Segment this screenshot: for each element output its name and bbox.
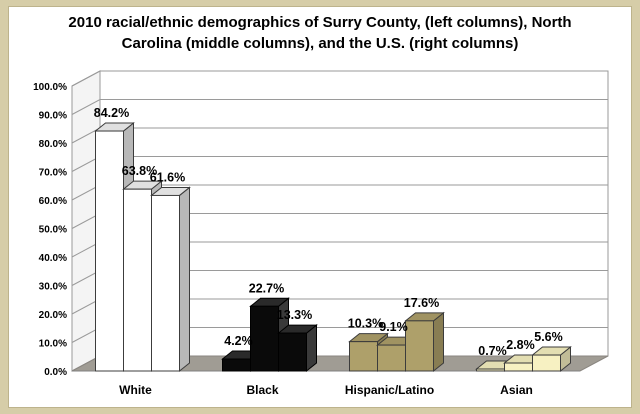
bar-front: [405, 320, 434, 372]
data-label: 63.8%: [122, 164, 157, 178]
y-tick-label: 40.0%: [39, 253, 67, 264]
data-label: 4.2%: [224, 334, 253, 348]
bar: [150, 186, 191, 373]
y-tick-label: 60.0%: [39, 196, 67, 207]
y-tick-label: 80.0%: [39, 139, 67, 150]
bar-front: [476, 368, 505, 372]
data-label: 61.6%: [150, 170, 185, 184]
data-label: 0.7%: [478, 344, 507, 358]
y-tick-label: 50.0%: [39, 225, 67, 236]
y-tick-label: 30.0%: [39, 282, 67, 293]
data-label: 5.6%: [534, 330, 563, 344]
x-category-label: Black: [246, 383, 278, 397]
chart-title: 2010 racial/ethnic demographics of Surry…: [0, 12, 640, 54]
bar-front: [349, 341, 378, 372]
bar-front: [151, 194, 180, 372]
bar-front: [222, 358, 251, 372]
gridline: [71, 99, 608, 115]
data-label: 84.2%: [94, 106, 129, 120]
bar-side: [433, 311, 444, 373]
data-label: 10.3%: [348, 317, 383, 331]
bar: [531, 345, 572, 373]
data-label: 17.6%: [404, 296, 439, 310]
bar-group-hispanic-latino: [348, 311, 445, 373]
x-category-label: Asian: [500, 383, 533, 397]
data-label: 22.7%: [249, 281, 284, 295]
bar-front: [123, 188, 152, 372]
y-tick-label: 20.0%: [39, 310, 67, 321]
bar: [277, 324, 318, 373]
bar-group-asian: [475, 345, 572, 373]
bar-front: [377, 344, 406, 372]
bar-front: [95, 130, 124, 372]
chart-title-line-2: Carolina (middle columns), and the U.S. …: [121, 35, 519, 52]
bar-front: [532, 354, 561, 372]
bar-front: [250, 305, 279, 372]
data-label: 9.1%: [379, 320, 408, 334]
gridline: [71, 70, 608, 87]
y-tick-label: 90.0%: [39, 111, 67, 122]
data-label: 13.3%: [277, 308, 312, 322]
y-tick-label: 10.0%: [39, 339, 67, 350]
x-category-label: White: [119, 383, 152, 397]
data-label: 2.8%: [506, 338, 535, 352]
y-tick-label: 0.0%: [44, 367, 67, 378]
bar-group-black: [221, 297, 318, 373]
bar-group-white: [94, 121, 191, 373]
y-tick-label: 100.0%: [33, 82, 67, 93]
bar: [404, 311, 445, 373]
y-tick-label: 70.0%: [39, 168, 67, 179]
chart-title-line-1: 2010 racial/ethnic demographics of Surry…: [68, 14, 572, 31]
x-category-label: Hispanic/Latino: [345, 383, 434, 397]
bar-front: [504, 362, 533, 372]
bar-front: [278, 332, 307, 372]
bar-side: [179, 186, 190, 373]
